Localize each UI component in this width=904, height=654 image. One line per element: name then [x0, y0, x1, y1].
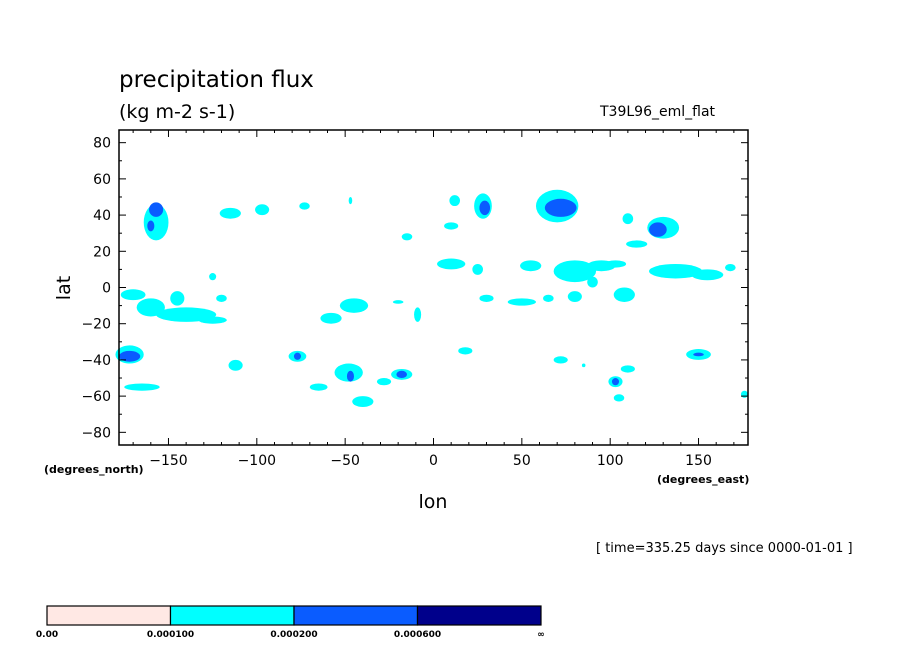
- x-tick-label: 0: [429, 453, 438, 469]
- x-axis-label: lon: [419, 491, 448, 513]
- precip-region-8: [299, 202, 310, 210]
- precip-region-31: [401, 233, 413, 241]
- precip-region-14: [170, 291, 185, 306]
- precip-region-11: [136, 298, 165, 317]
- colorbar-label: 0.000100: [146, 630, 195, 640]
- x-tick-label: −50: [330, 453, 360, 469]
- precip-region-40: [649, 222, 667, 237]
- precip-region-9: [348, 196, 353, 205]
- precip-region-2: [147, 220, 155, 232]
- precip-region-42: [437, 258, 466, 270]
- colorbar-label: 0.000200: [270, 630, 318, 640]
- precip-region-52: [567, 291, 582, 302]
- colorbar-label: 0.000600: [393, 630, 442, 640]
- y-tick-label: −60: [81, 389, 111, 405]
- precip-region-15: [216, 294, 227, 302]
- precip-region-10: [120, 289, 146, 301]
- precip-region-50: [725, 263, 736, 272]
- x-tick-label: −150: [149, 453, 187, 469]
- precip-region-17: [339, 298, 369, 313]
- precip-region-19: [392, 300, 404, 304]
- precip-region-41: [626, 240, 648, 248]
- precip-region-49: [691, 269, 724, 281]
- x-tick-label: 50: [513, 453, 531, 469]
- precip-region-21: [228, 359, 243, 371]
- chart-title: precipitation flux: [119, 67, 314, 93]
- x-tick-label: 150: [685, 453, 712, 469]
- precip-region-65: [740, 390, 749, 398]
- precip-region-30: [352, 396, 374, 407]
- x-tick-label: −100: [238, 453, 276, 469]
- precip-region-61: [611, 378, 620, 386]
- precip-region-66: [581, 363, 586, 368]
- precip-region-62: [613, 394, 625, 402]
- precip-region-20: [414, 307, 422, 322]
- colorbar-swatch: [416, 605, 542, 626]
- precip-region-1: [149, 202, 164, 217]
- y-tick-label: 20: [93, 244, 111, 260]
- precip-region-58: [553, 356, 568, 364]
- colorbar-swatch: [169, 605, 295, 626]
- plot-frame: [118, 129, 749, 446]
- precip-region-48: [649, 263, 703, 279]
- precip-region-6: [219, 207, 241, 219]
- y-tick-label: −80: [81, 425, 111, 441]
- x-units-label: (degrees_east): [657, 473, 749, 486]
- precip-region-54: [507, 298, 536, 306]
- colorbar-label: ∞: [537, 630, 545, 640]
- precip-region-57: [458, 347, 473, 355]
- precip-region-18: [320, 312, 342, 324]
- precip-region-35: [479, 200, 491, 216]
- precip-region-51: [587, 276, 598, 288]
- precip-region-7: [255, 204, 270, 216]
- y-tick-label: 0: [102, 281, 111, 297]
- precip-region-53: [613, 287, 635, 302]
- precip-region-47: [604, 260, 627, 268]
- precip-region-24: [309, 383, 328, 391]
- precip-region-45: [553, 260, 597, 283]
- y-tick-label: −40: [81, 353, 111, 369]
- y-tick-label: 80: [93, 136, 111, 152]
- precip-region-26: [346, 370, 354, 382]
- chart-units: (kg m-2 s-1): [119, 101, 236, 123]
- precip-region-13: [198, 316, 227, 324]
- precip-region-55: [543, 294, 554, 302]
- precip-region-43: [472, 263, 483, 275]
- precip-region-56: [479, 294, 494, 302]
- colorbar: [46, 605, 542, 626]
- colorbar-label: 0.00: [35, 630, 59, 640]
- precip-region-59: [620, 365, 635, 373]
- precip-region-38: [622, 213, 634, 225]
- x-tick-label: 100: [597, 453, 624, 469]
- colorbar-swatch: [293, 605, 419, 626]
- precip-region-16: [209, 273, 217, 281]
- y-tick-label: 40: [93, 208, 111, 224]
- precip-region-33: [444, 222, 459, 230]
- time-label: [ time=335.25 days since 0000-01-01 ]: [596, 541, 853, 556]
- precip-region-27: [376, 378, 392, 386]
- precip-region-4: [119, 350, 141, 362]
- precip-region-44: [520, 260, 542, 272]
- run-label: T39L96_eml_flat: [600, 104, 716, 120]
- y-tick-label: −20: [81, 317, 111, 333]
- precip-region-37: [544, 198, 577, 217]
- precip-region-5: [124, 383, 160, 391]
- y-units-label: (degrees_north): [44, 463, 144, 476]
- precip-region-23: [293, 352, 301, 360]
- precip-region-32: [449, 195, 461, 207]
- y-tick-label: 60: [93, 172, 111, 188]
- precip-region-29: [396, 370, 407, 379]
- precip-region-0: [143, 204, 169, 241]
- y-axis-label: lat: [53, 276, 75, 300]
- colorbar-swatch: [46, 605, 172, 626]
- precip-region-64: [693, 352, 704, 357]
